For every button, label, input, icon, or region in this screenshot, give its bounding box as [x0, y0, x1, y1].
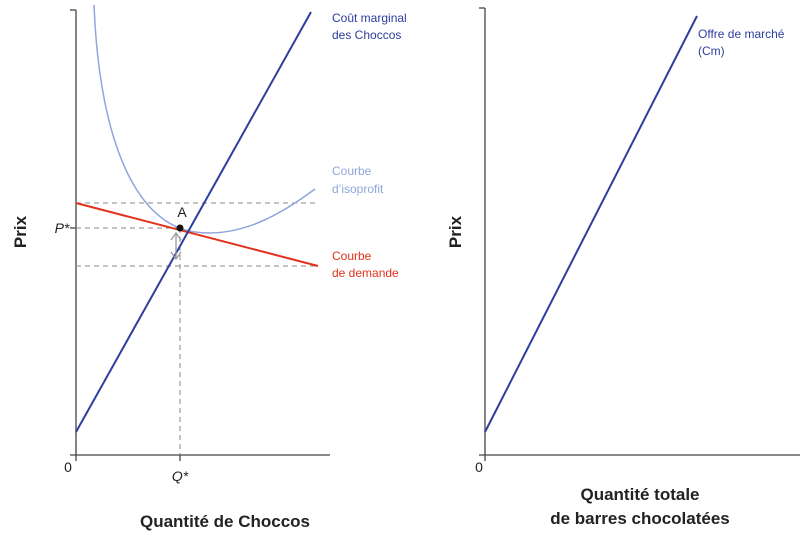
left-panel: A P* Q* 0 Coût marginal des Choccos Cour… — [11, 4, 407, 531]
isoprofit-curve — [93, 4, 316, 234]
isoprofit-label-1: Courbe — [332, 164, 372, 178]
q-star-label: Q* — [172, 468, 189, 484]
right-origin-label: 0 — [475, 459, 483, 475]
point-a-label: A — [177, 204, 187, 220]
right-x-axis-title-2: de barres chocolatées — [550, 509, 730, 528]
supply-label-2: (Cm) — [698, 44, 725, 58]
left-origin-label: 0 — [64, 459, 72, 475]
demand-curve — [75, 202, 319, 267]
market-supply-curve — [484, 15, 698, 433]
marginal-cost-label-2: des Choccos — [332, 28, 401, 42]
p-star-label: P* — [55, 220, 70, 236]
point-a — [176, 224, 184, 232]
demand-label-1: Courbe — [332, 249, 372, 263]
right-y-axis-title: Prix — [446, 215, 465, 248]
left-x-axis-title: Quantité de Choccos — [140, 512, 310, 531]
left-y-axis-title: Prix — [11, 215, 30, 248]
supply-label-1: Offre de marché — [698, 27, 785, 41]
right-panel: Offre de marché (Cm) 0 Prix Quantité tot… — [446, 7, 800, 528]
marginal-cost-curve — [75, 11, 312, 433]
isoprofit-label-2: d’isoprofit — [332, 182, 384, 196]
demand-label-2: de demande — [332, 266, 399, 280]
double-arrow-icon — [170, 231, 182, 261]
dashed-guides — [76, 202, 318, 455]
right-x-axis-title-1: Quantité totale — [580, 485, 699, 504]
marginal-cost-label-1: Coût marginal — [332, 11, 407, 25]
